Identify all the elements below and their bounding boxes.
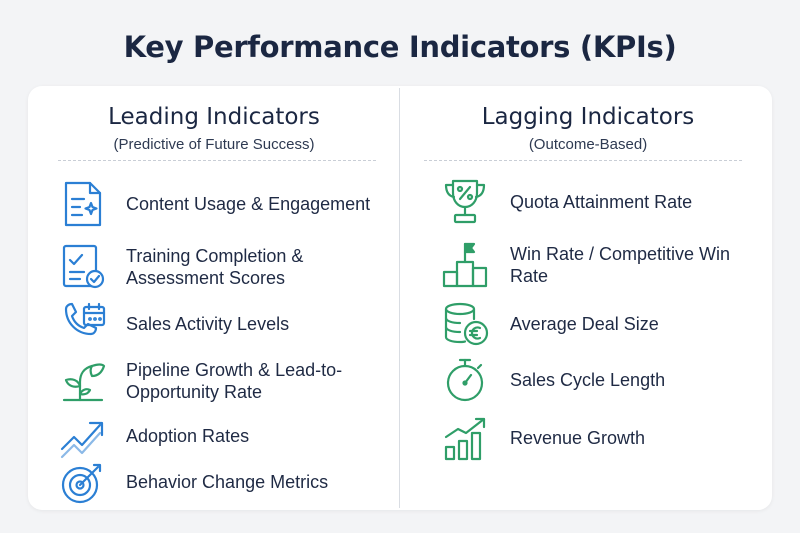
leading-heading: Leading Indicators xyxy=(108,104,320,130)
leading-item-label: Adoption Rates xyxy=(126,426,250,446)
leading-item-label: Pipeline Growth & Lead-to-Opportunity Ra… xyxy=(126,360,343,402)
lagging-separator xyxy=(424,160,742,161)
leading-item-behavior: Behavior Change Metrics xyxy=(58,457,376,507)
leading-subheading: (Predictive of Future Success) xyxy=(113,136,315,153)
leading-item-pipeline: Pipeline Growth & Lead-to-Opportunity Ra… xyxy=(58,356,376,406)
trend-up-arrow-icon xyxy=(58,411,108,461)
lagging-item-label: Quota Attainment Rate xyxy=(510,192,693,212)
lagging-item-label: Average Deal Size xyxy=(510,314,659,334)
leading-item-label: Training Completion & Assessment Scores xyxy=(126,246,304,288)
leading-separator xyxy=(58,160,376,161)
lagging-item-win-rate: Win Rate / Competitive Win Rate xyxy=(440,240,740,290)
lagging-item-quota: Quota Attainment Rate xyxy=(440,177,740,227)
podium-flag-icon xyxy=(440,240,490,290)
lagging-item-label: Win Rate / Competitive Win Rate xyxy=(510,244,731,286)
lagging-subheading: (Outcome-Based) xyxy=(528,136,648,153)
lagging-heading: Lagging Indicators xyxy=(481,104,695,130)
page-title: Key Performance Indicators (KPIs) xyxy=(123,30,677,64)
leading-item-content-usage: Content Usage & Engagement xyxy=(58,179,376,229)
leading-header: Leading Indicators (Predictive of Future… xyxy=(44,104,384,153)
lagging-item-label: Revenue Growth xyxy=(510,428,646,448)
lagging-item-label: Sales Cycle Length xyxy=(510,370,666,390)
trophy-percent-icon xyxy=(440,177,490,227)
lagging-header: Lagging Indicators (Outcome-Based) xyxy=(418,104,758,153)
phone-calendar-icon xyxy=(58,299,108,349)
lagging-item-cycle-length: Sales Cycle Length xyxy=(440,355,740,405)
lagging-item-revenue: Revenue Growth xyxy=(440,413,740,463)
leading-item-adoption: Adoption Rates xyxy=(58,411,376,461)
checklist-badge-icon xyxy=(58,242,108,292)
kpi-card xyxy=(28,86,772,510)
bar-growth-icon xyxy=(440,413,490,463)
lagging-item-deal-size: Average Deal Size xyxy=(440,299,740,349)
leading-item-training: Training Completion & Assessment Scores xyxy=(58,242,376,292)
leading-item-sales-activity: Sales Activity Levels xyxy=(58,299,376,349)
document-sparkle-icon xyxy=(58,179,108,229)
stopwatch-icon xyxy=(440,355,490,405)
column-divider xyxy=(399,88,400,508)
target-arrow-icon xyxy=(58,457,108,507)
leading-item-label: Behavior Change Metrics xyxy=(126,472,329,492)
coin-stack-euro-icon xyxy=(440,299,490,349)
leading-item-label: Content Usage & Engagement xyxy=(126,194,371,214)
leading-item-label: Sales Activity Levels xyxy=(126,314,290,334)
sprout-icon xyxy=(58,356,108,406)
